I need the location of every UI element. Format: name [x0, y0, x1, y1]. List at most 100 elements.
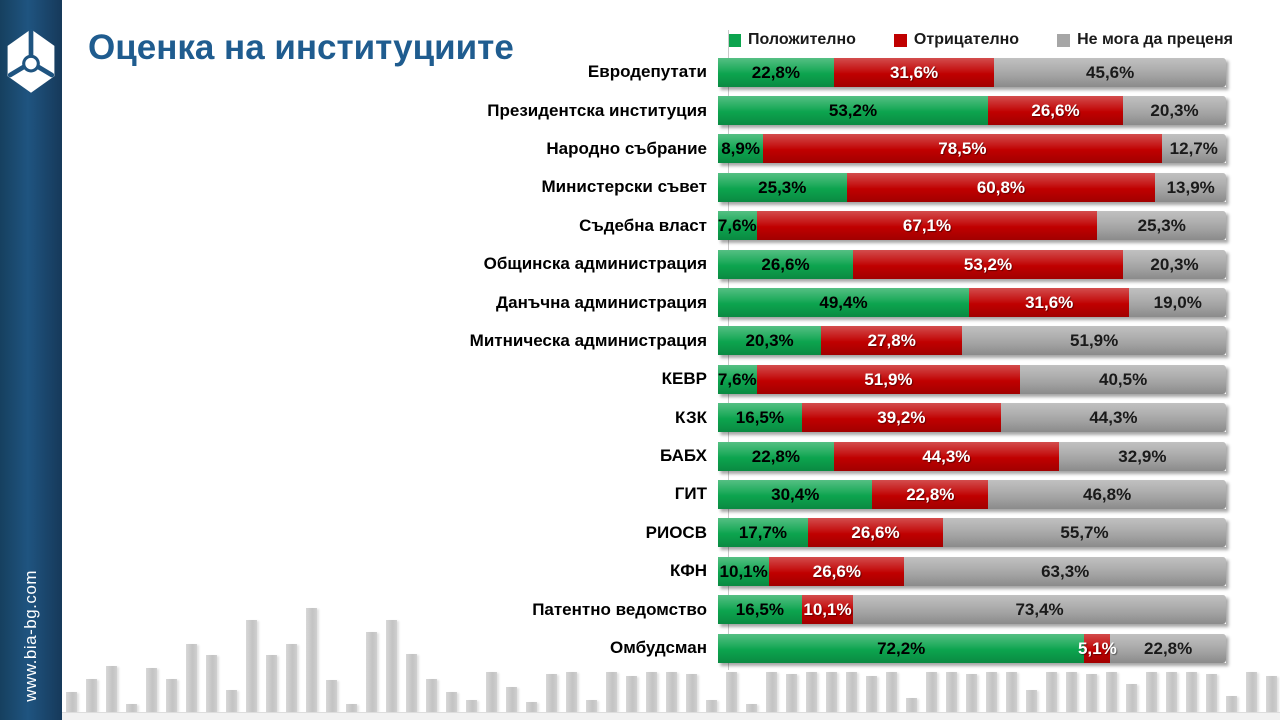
chart-row: Министерски съвет 25,3% 60,8% 13,9% [0, 168, 1280, 206]
bar-segment: 19,0% [1129, 288, 1226, 318]
bar-value-label: 16,5% [735, 408, 784, 428]
decor-bar [246, 620, 257, 712]
bar-track: 30,4% 22,8% 46,8% [718, 479, 1226, 509]
decor-bar [1026, 690, 1037, 712]
chart-row: КФН 10,1% 26,6% 63,3% [0, 552, 1280, 590]
bar-segment: 78,5% [763, 134, 1162, 164]
bar-segment: 31,6% [968, 288, 1130, 318]
bar-value-label: 10,1% [719, 561, 768, 581]
legend-item: Положително [728, 31, 856, 49]
bar-segment: 53,2% [718, 96, 988, 126]
bar-value-label: 73,4% [1015, 600, 1064, 620]
chart-row: Народно събрание 8,9% 78,5% 12,7% [0, 130, 1280, 168]
decor-bar [1166, 672, 1177, 712]
bar-value-label: 30,4% [771, 484, 820, 504]
bar-value-label: 22,8% [906, 484, 955, 504]
chart-row: КЗК 16,5% 39,2% 44,3% [0, 399, 1280, 437]
chart-row: РИОСВ 17,7% 26,6% 55,7% [0, 514, 1280, 552]
bar-track: 49,4% 31,6% 19,0% [718, 288, 1226, 318]
bar-segment: 20,3% [1123, 249, 1227, 279]
bar-value-label: 25,3% [1137, 216, 1186, 236]
decor-bar [1106, 672, 1117, 712]
decor-bar [106, 666, 117, 712]
category-label: КФН [670, 561, 707, 581]
decor-bar [226, 690, 237, 712]
bar-value-label: 22,8% [751, 446, 800, 466]
bar-segment: 25,3% [1097, 211, 1226, 241]
decor-bar [1246, 672, 1257, 712]
chart-row: БАБХ 22,8% 44,3% 32,9% [0, 437, 1280, 475]
bar-segment: 7,6% [718, 364, 757, 394]
bar-segment: 22,8% [718, 441, 834, 471]
bar-segment: 32,9% [1058, 441, 1226, 471]
bar-value-label: 7,6% [717, 216, 757, 236]
bar-value-label: 26,6% [1031, 101, 1080, 121]
bar-value-label: 22,8% [751, 62, 800, 82]
bar-value-label: 44,3% [922, 446, 971, 466]
chart-row: Евродепутати 22,8% 31,6% 45,6% [0, 53, 1280, 91]
bar-track: 22,8% 44,3% 32,9% [718, 441, 1226, 471]
bar-track: 26,6% 53,2% 20,3% [718, 249, 1227, 279]
bar-value-label: 31,6% [1025, 293, 1074, 313]
bar-track: 17,7% 26,6% 55,7% [718, 518, 1226, 548]
category-label: Омбудсман [610, 638, 707, 658]
bar-value-label: 19,0% [1153, 293, 1202, 313]
bar-segment: 26,6% [988, 96, 1123, 126]
bar-segment: 51,9% [756, 364, 1021, 394]
bar-value-label: 45,6% [1086, 62, 1135, 82]
category-label: Президентска институция [487, 100, 707, 120]
decor-bar [366, 632, 377, 712]
chart-row: Патентно ведомство 16,5% 10,1% 73,4% [0, 590, 1280, 628]
legend-label: Не мога да преценя [1077, 31, 1233, 48]
decor-bar [506, 687, 517, 712]
bar-value-label: 22,8% [1144, 638, 1193, 658]
bar-value-label: 8,9% [721, 139, 760, 159]
bar-segment: 26,6% [807, 518, 944, 548]
bar-value-label: 51,9% [1070, 331, 1119, 351]
bar-value-label: 67,1% [902, 216, 952, 236]
bar-value-label: 32,9% [1118, 446, 1167, 466]
bar-value-label: 25,3% [758, 177, 807, 197]
bar-segment: 72,2% [718, 633, 1085, 663]
category-label: Общинска администрация [483, 254, 707, 274]
decor-bar [1186, 672, 1197, 712]
bar-value-label: 44,3% [1089, 408, 1138, 428]
bar-value-label: 16,5% [735, 600, 784, 620]
bar-value-label: 17,7% [738, 523, 788, 543]
chart-legend: Положително Отрицателно Не мога да преценя [728, 31, 1233, 49]
bar-value-label: 13,9% [1166, 177, 1215, 197]
bar-track: 20,3% 27,8% 51,9% [718, 326, 1226, 356]
decor-bar [546, 674, 557, 712]
bar-value-label: 46,8% [1083, 484, 1132, 504]
decor-bar [326, 680, 337, 712]
bar-segment: 44,3% [1000, 403, 1226, 433]
bar-value-label: 26,6% [761, 254, 810, 274]
decor-bar [206, 655, 217, 712]
decor-bar [266, 655, 277, 712]
bar-value-label: 72,2% [877, 638, 926, 658]
bar-segment: 45,6% [994, 57, 1226, 87]
bar-segment: 55,7% [943, 518, 1226, 548]
decor-bar [706, 700, 717, 712]
chart-row: Общинска администрация 26,6% 53,2% 20,3% [0, 245, 1280, 283]
decor-bar [926, 672, 937, 712]
chart-row: Президентска институция 53,2% 26,6% 20,3% [0, 91, 1280, 129]
bar-track: 16,5% 39,2% 44,3% [718, 403, 1226, 433]
category-label: Митническа администрация [469, 330, 707, 350]
bar-track: 8,9% 78,5% 12,7% [718, 134, 1226, 164]
legend-item: Не мога да преценя [1057, 31, 1233, 49]
decor-bar [126, 704, 137, 712]
decor-bar [346, 704, 357, 712]
decor-bar [1206, 674, 1217, 712]
legend-label: Положително [748, 31, 856, 48]
decor-bar [286, 644, 297, 712]
decor-bar [686, 674, 697, 712]
category-label: КЗК [674, 407, 707, 427]
sidebar: www.bia-bg.com [0, 0, 62, 720]
decor-bar [466, 700, 477, 712]
category-label: Министерски съвет [541, 177, 708, 197]
bar-track: 7,6% 67,1% 25,3% [717, 211, 1226, 241]
chart-row: Съдебна власт 7,6% 67,1% 25,3% [0, 207, 1280, 245]
bar-segment: 63,3% [904, 556, 1226, 586]
